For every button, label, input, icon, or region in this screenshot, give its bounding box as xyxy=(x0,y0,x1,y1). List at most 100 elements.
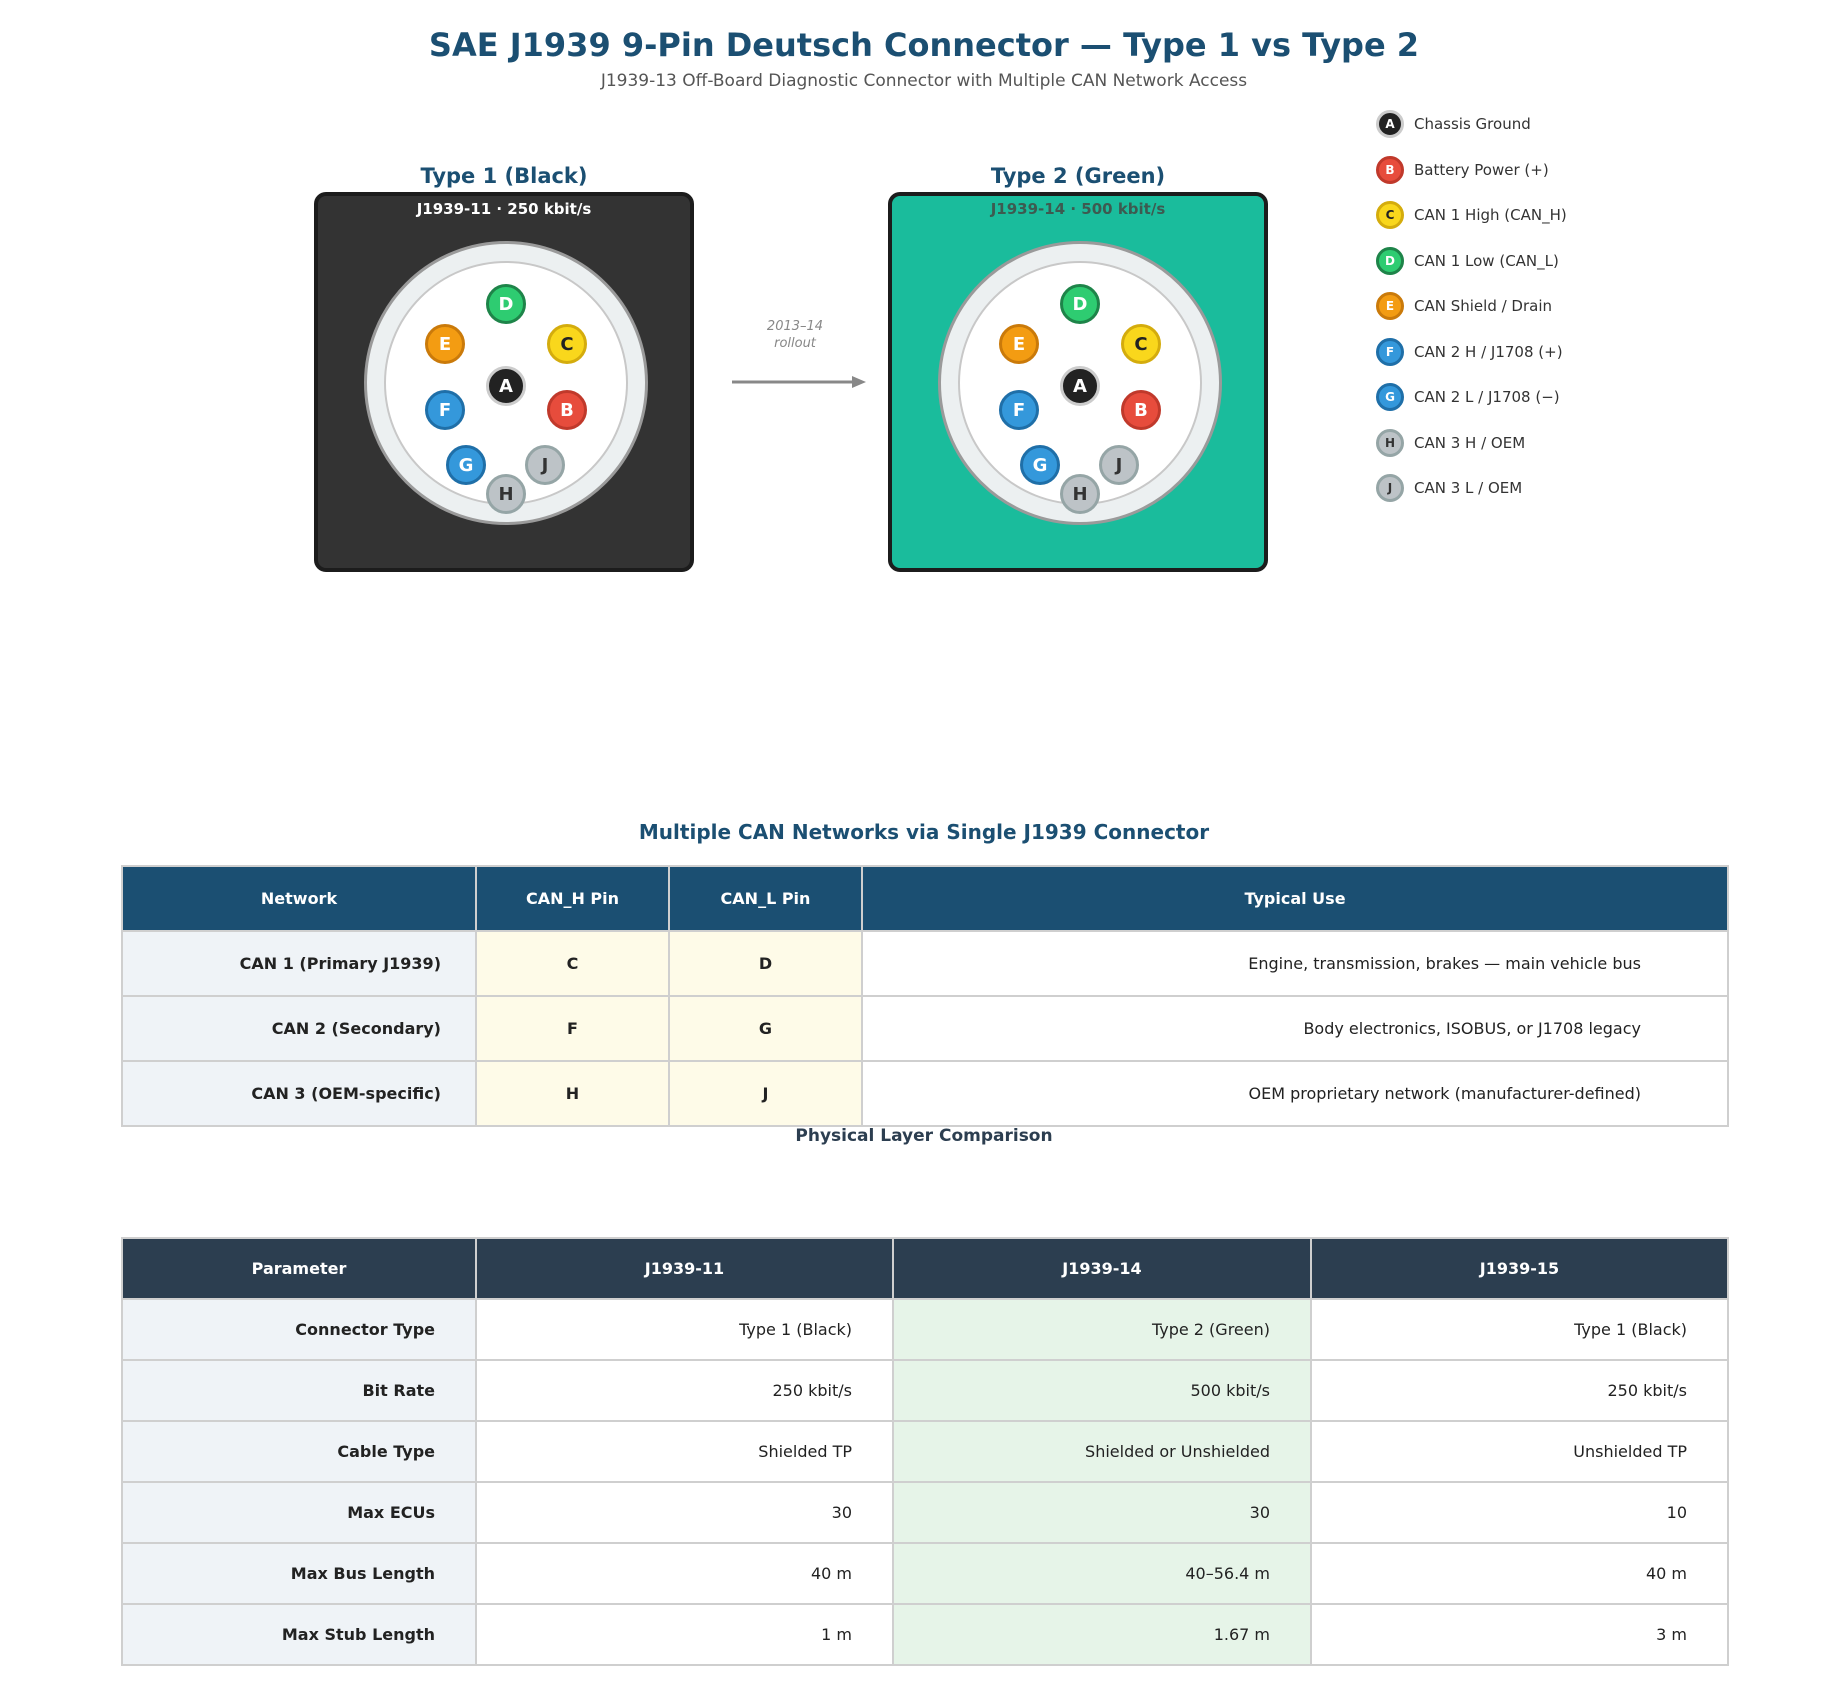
typical-use-cell: Body electronics, ISOBUS, or J1708 legac… xyxy=(861,995,1729,1062)
typical-use-header: Typical Use xyxy=(861,865,1729,932)
connector2-pin-h: H xyxy=(1060,474,1100,514)
legend-item-c: C CAN 1 High (CAN_H) xyxy=(1376,200,1567,230)
legend-pin-marker: B xyxy=(1376,155,1404,184)
rollout-label: 2013–14 rollout xyxy=(766,319,824,351)
can-l-pin-cell: G xyxy=(668,995,863,1062)
network-cell: CAN 1 (Primary J1939) xyxy=(121,930,477,997)
legend-label: CAN 2 L / J1708 (−) xyxy=(1414,388,1560,406)
j1939-14-cell: 40–56.4 m xyxy=(892,1542,1312,1605)
j1939-14-header: J1939-14 xyxy=(892,1237,1312,1300)
j1939-11-cell: 250 kbit/s xyxy=(475,1359,894,1422)
type1-title: Type 1 (Black) xyxy=(420,164,588,188)
legend-pin-marker: A xyxy=(1376,110,1404,138)
legend-pin-marker: F xyxy=(1376,337,1404,366)
j1939-14-cell: Shielded or Unshielded xyxy=(892,1420,1312,1483)
page-title: SAE J1939 9-Pin Deutsch Connector — Type… xyxy=(428,26,1420,64)
can-h-pin-cell: F xyxy=(475,995,670,1062)
legend-pin-marker: E xyxy=(1376,292,1404,320)
j1939-15-cell: 10 xyxy=(1310,1481,1729,1544)
table-row: Max ECUs 30 30 10 xyxy=(121,1481,1729,1544)
connector2-pin-g: G xyxy=(1020,445,1060,485)
j1939-14-cell: 30 xyxy=(892,1481,1312,1544)
connector1-pin-j: J xyxy=(525,445,565,485)
table-row: Connector Type Type 1 (Black) Type 2 (Gree… xyxy=(121,1298,1729,1361)
parameter-cell: Cable Type xyxy=(121,1420,477,1483)
connector2-pin-c: C xyxy=(1121,324,1161,364)
parameter-cell: Max Bus Length xyxy=(121,1542,477,1605)
typical-use-cell: OEM proprietary network (manufacturer-de… xyxy=(861,1060,1729,1127)
j1939-11-header: J1939-11 xyxy=(475,1237,894,1300)
connector1-pin-g: G xyxy=(446,445,486,485)
physical-layer-table: Parameter J1939-11 J1939-14 J1939-15 Con… xyxy=(121,1237,1729,1666)
connector1-pin-d: D xyxy=(486,284,526,324)
can-h-pin-cell: H xyxy=(475,1060,670,1127)
network-cell: CAN 2 (Secondary) xyxy=(121,995,477,1062)
parameter-cell: Bit Rate xyxy=(121,1359,477,1422)
legend-label: CAN Shield / Drain xyxy=(1414,297,1553,315)
table-row: Cable Type Shielded TP Shielded or Unshiel… xyxy=(121,1420,1729,1483)
legend-item-f: F CAN 2 H / J1708 (+) xyxy=(1376,337,1563,367)
legend-label: CAN 2 H / J1708 (+) xyxy=(1414,342,1563,361)
type2-subtitle: J1939-14 · 500 kbit/s xyxy=(990,200,1166,218)
j1939-15-cell: Unshielded TP xyxy=(1310,1420,1729,1483)
table-row: CAN 1 (Primary J1939) C D Engine, transmiss… xyxy=(121,930,1729,997)
parameter-cell: Max Stub Length xyxy=(121,1603,477,1666)
can-h-header: CAN_H Pin xyxy=(475,865,670,932)
legend-item-g: G CAN 2 L / J1708 (−) xyxy=(1376,382,1560,412)
type1-subtitle: J1939-11 · 250 kbit/s xyxy=(416,200,592,218)
legend-pin-marker: G xyxy=(1376,383,1404,411)
table-row: CAN 3 (OEM-specific) H J OEM proprietary ne… xyxy=(121,1060,1729,1127)
connector1-pin-e: E xyxy=(425,324,465,364)
j1939-14-cell: 500 kbit/s xyxy=(892,1359,1312,1422)
can-l-pin-cell: D xyxy=(668,930,863,997)
j1939-15-header: J1939-15 xyxy=(1310,1237,1729,1300)
j1939-15-cell: Type 1 (Black) xyxy=(1310,1298,1729,1361)
j1939-11-cell: 1 m xyxy=(475,1603,894,1666)
legend-item-a: A Chassis Ground xyxy=(1376,109,1531,139)
connector1-pin-b: B xyxy=(547,390,587,430)
j1939-11-cell: 30 xyxy=(475,1481,894,1544)
can-l-pin-cell: J xyxy=(668,1060,863,1127)
legend-item-d: D CAN 1 Low (CAN_L) xyxy=(1376,246,1559,276)
legend-pin-marker: D xyxy=(1376,246,1404,275)
physical-table-title: Physical Layer Comparison xyxy=(795,1126,1053,1146)
j1939-14-cell: Type 2 (Green) xyxy=(892,1298,1312,1361)
connector2-pin-d: D xyxy=(1060,284,1100,324)
can-h-pin-cell: C xyxy=(475,930,670,997)
legend-label: Chassis Ground xyxy=(1414,115,1531,133)
rollout-arrow xyxy=(732,376,866,388)
connector2-pin-e: E xyxy=(999,324,1039,364)
connector2-pin-b: B xyxy=(1121,390,1161,430)
j1939-11-cell: Shielded TP xyxy=(475,1420,894,1483)
legend-pin-marker: J xyxy=(1376,474,1404,502)
legend-label: Battery Power (+) xyxy=(1414,160,1549,179)
j1939-11-cell: Type 1 (Black) xyxy=(475,1298,894,1361)
j1939-14-cell: 1.67 m xyxy=(892,1603,1312,1666)
j1939-15-cell: 40 m xyxy=(1310,1542,1729,1605)
legend-pin-marker: C xyxy=(1376,201,1404,229)
can-l-header: CAN_L Pin xyxy=(668,865,863,932)
legend-item-e: E CAN Shield / Drain xyxy=(1376,291,1552,321)
page-subtitle: J1939-13 Off-Board Diagnostic Connector … xyxy=(600,71,1248,91)
connector2-pin-f: F xyxy=(999,390,1039,430)
legend-label: CAN 3 L / OEM xyxy=(1414,479,1523,497)
parameter-cell: Max ECUs xyxy=(121,1481,477,1544)
legend-label: CAN 1 Low (CAN_L) xyxy=(1414,251,1559,270)
j1939-15-cell: 3 m xyxy=(1310,1603,1729,1666)
connector1-pin-a: A xyxy=(486,366,526,406)
table-row: Bit Rate 250 kbit/s 500 kbit/s 250 kbit/s xyxy=(121,1359,1729,1422)
parameter-header: Parameter xyxy=(121,1237,477,1300)
legend-item-h: H CAN 3 H / OEM xyxy=(1376,428,1525,458)
j1939-11-cell: 40 m xyxy=(475,1542,894,1605)
network-header: Network xyxy=(121,865,477,932)
j1939-15-cell: 250 kbit/s xyxy=(1310,1359,1729,1422)
network-cell: CAN 3 (OEM-specific) xyxy=(121,1060,477,1127)
legend-pin-marker: H xyxy=(1376,428,1404,457)
connector2-pin-j: J xyxy=(1099,445,1139,485)
legend-item-j: J CAN 3 L / OEM xyxy=(1376,473,1522,503)
connector2-pin-a: A xyxy=(1060,366,1100,406)
legend-label: CAN 1 High (CAN_H) xyxy=(1414,206,1567,224)
